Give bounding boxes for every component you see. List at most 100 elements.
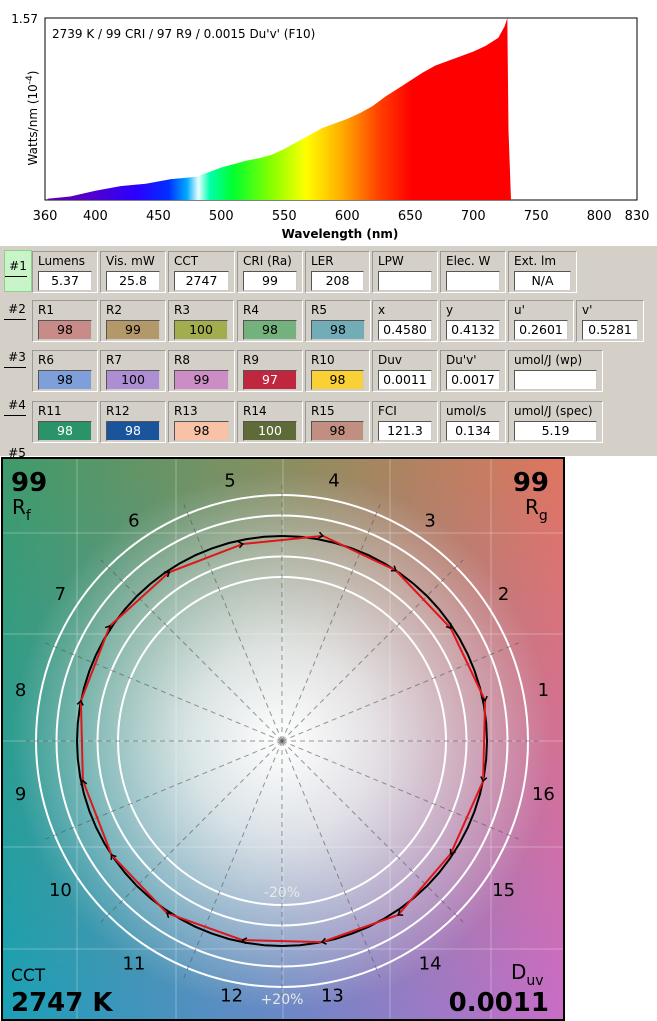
meter-cell-label: R5 [311,303,327,317]
meter-cell-value [514,370,597,390]
row-id: #3 [8,350,26,364]
row-selector[interactable]: #3 [4,342,30,382]
meter-cell-label: R4 [243,303,259,317]
meter-cell-label: CRI (Ra) [243,254,292,268]
row-selector[interactable]: #4 [4,390,30,430]
vector-arrow [480,776,488,783]
hue-bin-label: 15 [492,880,515,901]
meter-cell-label: R7 [106,353,122,367]
chart-title: 2739 K / 99 CRI / 97 R9 / 0.0015 Du'v' (… [52,27,315,41]
meter-cell: Du'v' 0.0017 [440,350,506,392]
meter-panel: #1 #2 #3 #4 #5 Lumens 5.37 Vis. mW 25.8 CCT 2747 C… [0,246,657,464]
meter-cell: R2 99 [100,300,166,342]
meter-cell-value: 98 [38,421,92,441]
meter-cell: R5 98 [305,300,371,342]
vector-arrow [104,624,111,632]
meter-cell-value: 99 [106,320,160,340]
hue-bin-label: 16 [532,784,555,805]
meter-cell-label: R1 [38,303,54,317]
meter-cell-label: R10 [311,353,335,367]
vector-arrow [110,853,117,860]
vector-arrow [480,695,488,702]
meter-cell-value: 98 [38,370,92,390]
meter-cell: R13 98 [168,401,235,443]
meter-cell-label: LER [311,254,334,268]
meter-cell-label: CCT [174,254,199,268]
x-tick-label: 400 [83,209,108,224]
meter-cell-label: R14 [243,404,267,418]
meter-cell-value: 0.4580 [378,320,432,340]
ring-plus-label: +20% [261,992,304,1008]
meter-cell: R12 98 [100,401,166,443]
meter-cell-label: Ext. lm [514,254,557,268]
meter-cell: R7 100 [100,350,166,392]
hue-bin-label: 6 [128,510,139,531]
cct-label: CCT [11,966,46,986]
meter-cell: umol/J (wp) [508,350,603,392]
meter-cell-label: umol/J (wp) [514,353,583,367]
vector-arrow [449,848,456,855]
meter-cell: umol/J (spec) 5.19 [508,401,603,443]
hue-bin-label: 9 [15,784,26,805]
vector-arrow [164,571,171,578]
meter-cell-label: R9 [243,353,259,367]
meter-cell-value: 99 [243,271,297,291]
meter-cell-value: 98 [243,320,297,340]
x-tick-label: 750 [524,209,549,224]
meter-cell: Elec. W [440,251,506,293]
meter-cell-label: Lumens [38,254,86,268]
rg-value: 99 [513,468,549,498]
ring-minus-label: -20% [264,885,300,901]
hue-bin-label: 10 [49,880,72,901]
meter-cell-label: LPW [378,254,404,268]
x-tick-labels: 360 400 450 500 550 600 650 700 750 800 830 [33,209,650,224]
meter-cell: umol/s 0.134 [440,401,506,443]
x-tick-label: 600 [335,209,360,224]
meter-cell: R14 100 [237,401,303,443]
x-tick-label: 650 [398,209,423,224]
meter-cell-value: 5.37 [38,271,92,291]
meter-cell-label: R13 [174,404,198,418]
hue-bin-label: 5 [224,471,235,492]
meter-cell: R15 98 [305,401,370,443]
meter-cell: R9 97 [237,350,303,392]
meter-cell: R8 99 [168,350,235,392]
row-selector[interactable]: #1 [4,250,32,292]
hue-bin-label: 13 [321,985,344,1006]
meter-cell-value: 98 [311,421,364,441]
hue-bin-label: 14 [419,954,442,975]
meter-cell: LPW [372,251,438,293]
meter-cell-label: x [378,303,386,317]
vector-arrow [80,779,88,786]
hue-bin-spokes [25,484,539,998]
meter-cell-value: 98 [174,421,229,441]
spectrum-chart: 2739 K / 99 CRI / 97 R9 / 0.0015 Du'v' (… [11,12,650,241]
y-top-label: 1.57 [11,12,38,26]
meter-cell-label: FCI [378,404,397,418]
meter-cell-label: umol/J (spec) [514,404,593,418]
meter-cell-value: 208 [311,271,364,291]
meter-cell-value [378,271,432,291]
meter-cell: FCI 121.3 [372,401,438,443]
meter-cell-label: umol/s [446,404,487,418]
x-tick-label: 800 [587,209,612,224]
meter-cell: y 0.4132 [440,300,506,342]
meter-cell-label: R15 [311,404,335,418]
meter-cell-label: R6 [38,353,54,367]
meter-cell-value: 99 [174,370,229,390]
meter-cell-value: 100 [106,370,160,390]
hue-bin-label: 4 [328,471,339,492]
meter-cell: x 0.4580 [372,300,438,342]
hue-bin-label: 1 [538,680,549,701]
rg-label: Rg [525,495,548,524]
row-id: #5 [8,446,26,460]
meter-cell-label: Elec. W [446,254,491,268]
vector-arrow [76,699,84,706]
meter-cell-label: y [446,303,454,317]
meter-cell-label: Du'v' [446,353,477,367]
meter-cell-value: 0.0017 [446,370,500,390]
meter-cell: Lumens 5.37 [32,251,98,293]
x-tick-label: 830 [625,209,650,224]
row-selector[interactable]: #2 [4,294,30,334]
